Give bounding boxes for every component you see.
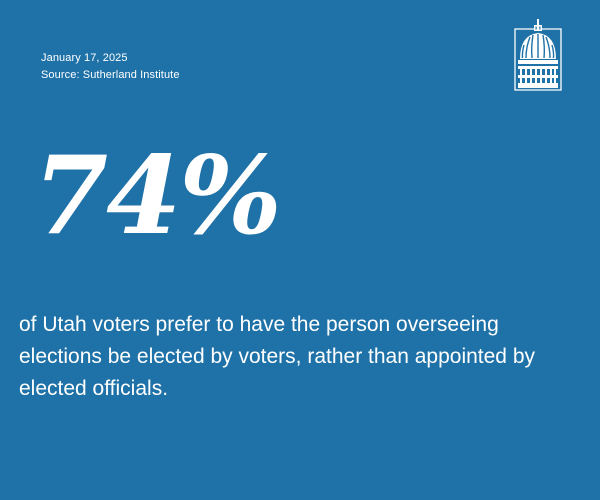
source-credit: Source: Sutherland Institute: [41, 69, 180, 81]
meta-block: January 17, 2025 Source: Sutherland Inst…: [41, 50, 180, 84]
publish-date: January 17, 2025: [41, 52, 128, 64]
stat-statement: of Utah voters prefer to have the person…: [19, 313, 535, 400]
headline-percentage: 74%: [33, 133, 282, 259]
capitol-dome-icon: [513, 17, 563, 92]
